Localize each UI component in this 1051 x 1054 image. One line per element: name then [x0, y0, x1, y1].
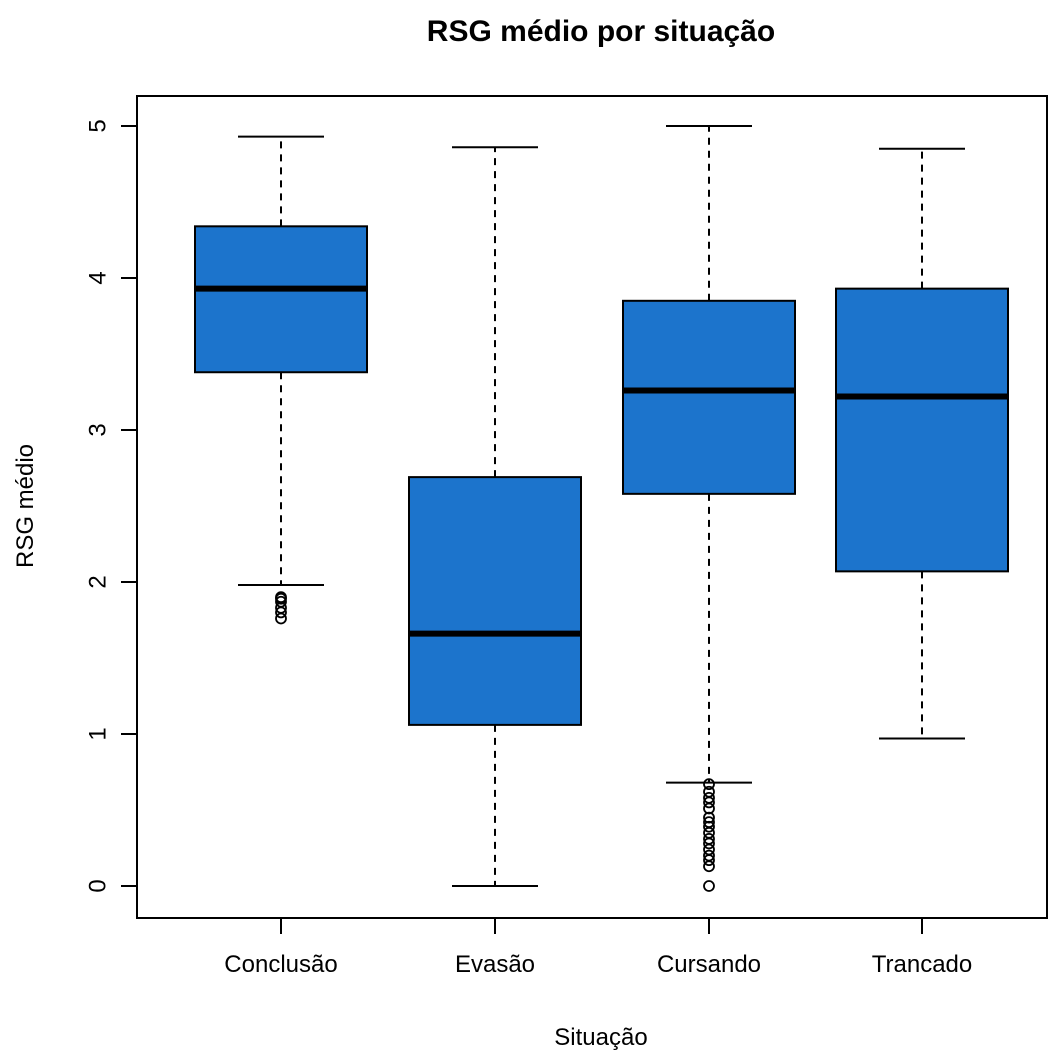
outlier-point [275, 591, 287, 604]
box-Trancado [835, 287, 1009, 573]
y-tick-label: 0 [84, 879, 111, 892]
outlier-point [703, 880, 715, 892]
box-Cursando [622, 299, 796, 495]
outlier-point [703, 820, 715, 833]
y-tick-label: 3 [84, 423, 111, 436]
y-tick-label: 4 [84, 271, 111, 284]
x-axis-label: Situação [554, 1024, 647, 1051]
box-Conclusão [194, 225, 368, 374]
y-axis-label: RSG médio [12, 444, 39, 568]
x-tick-label: Cursando [657, 951, 761, 978]
x-tick-label: Trancado [872, 951, 973, 978]
x-tick-label: Evasão [455, 951, 535, 978]
x-tick-label: Conclusão [224, 951, 337, 978]
chart-marks: 0 1 2 3 4 5 Conclusão Evasão Cursando Trancado [84, 119, 1009, 978]
outlier-point [703, 854, 715, 867]
outlier-point [703, 778, 715, 791]
y-tick-label: 2 [84, 575, 111, 588]
outlier-point [703, 860, 715, 873]
y-tick-label: 1 [84, 727, 111, 740]
plot-frame [136, 95, 1048, 919]
box-Evasão [408, 476, 582, 726]
chart-title: RSG médio por situação [427, 15, 775, 48]
y-tick-label: 5 [84, 119, 111, 132]
outlier-point [703, 796, 715, 809]
outlier-point [703, 837, 715, 850]
